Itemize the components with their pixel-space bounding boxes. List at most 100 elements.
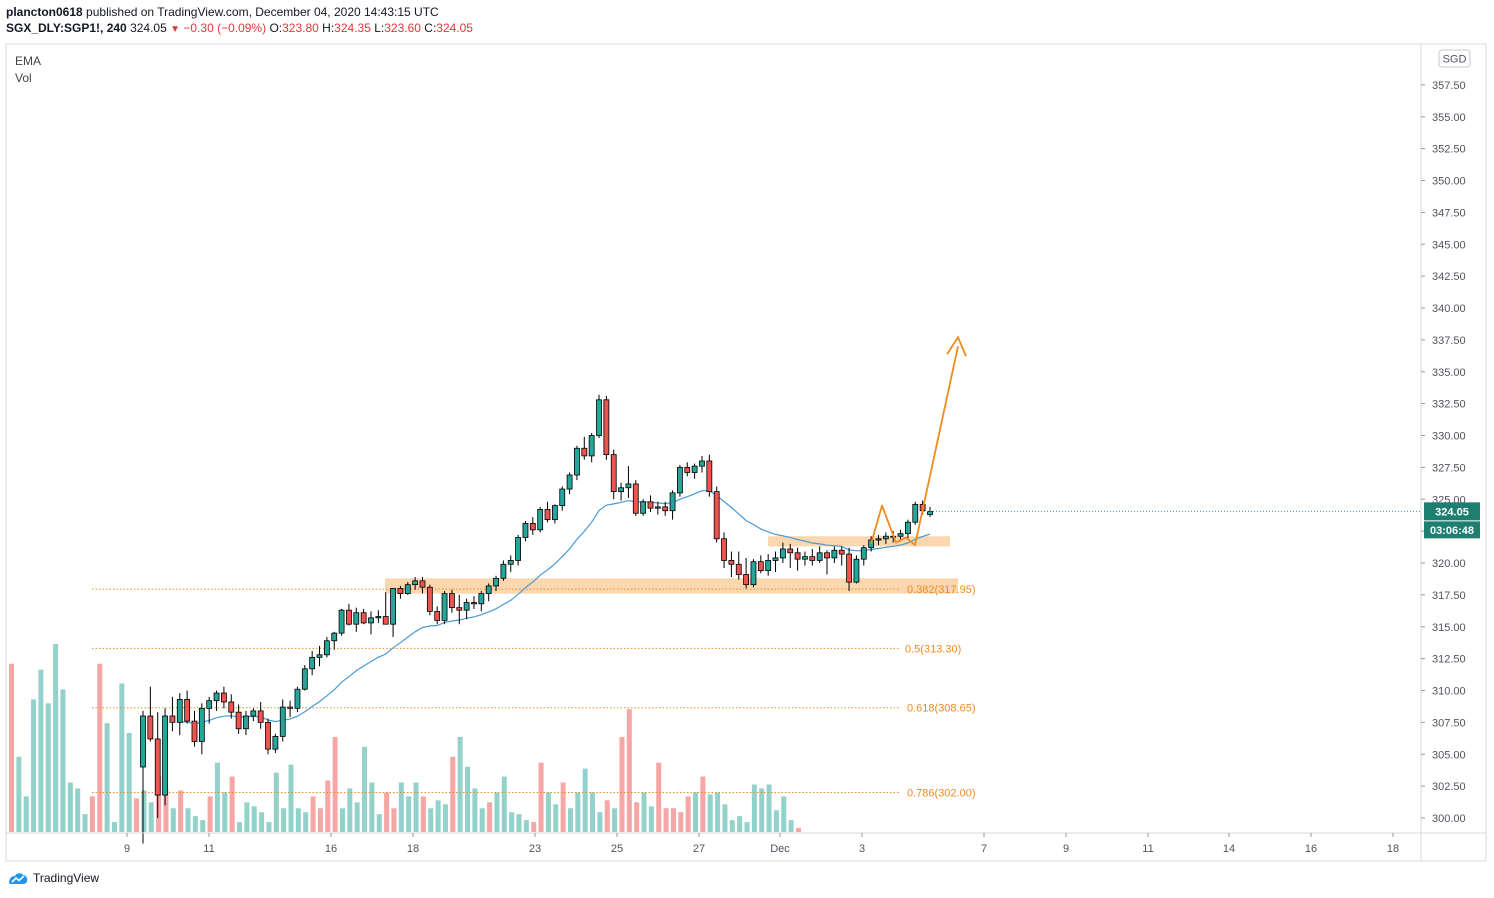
candle-body bbox=[544, 509, 551, 521]
candle-body bbox=[882, 535, 889, 540]
candle-body bbox=[279, 706, 286, 737]
candle-body bbox=[654, 506, 661, 509]
candle bbox=[721, 532, 727, 569]
volume-bar bbox=[376, 814, 382, 832]
volume-bar bbox=[744, 822, 750, 832]
volume-bar bbox=[45, 703, 51, 832]
candle-body bbox=[772, 557, 779, 561]
volume-bar bbox=[795, 828, 801, 832]
candle-body bbox=[471, 602, 477, 605]
volume-bar bbox=[590, 792, 596, 832]
author-name[interactable]: plancton0618 bbox=[6, 5, 83, 19]
candle-body bbox=[662, 506, 669, 512]
volume-bar bbox=[501, 776, 507, 832]
candle-body bbox=[221, 692, 227, 703]
publish-info: plancton0618 published on TradingView.co… bbox=[6, 4, 473, 20]
candle bbox=[647, 495, 654, 512]
volume-bar bbox=[567, 808, 573, 832]
candle-body bbox=[860, 547, 867, 560]
candle bbox=[184, 690, 191, 724]
volume-bar bbox=[656, 762, 662, 832]
candle bbox=[787, 543, 794, 569]
candle-body bbox=[250, 710, 257, 717]
volume-bar bbox=[163, 788, 169, 832]
candle bbox=[154, 712, 161, 818]
candle bbox=[463, 598, 470, 620]
volume-bar bbox=[465, 766, 471, 832]
volume-bar bbox=[560, 782, 566, 832]
candle bbox=[618, 482, 624, 501]
candle bbox=[544, 501, 551, 523]
volume-bar bbox=[685, 796, 691, 832]
candle bbox=[309, 650, 316, 676]
symbol-label[interactable]: SGX_DLY:SGP1!, 240 bbox=[6, 21, 127, 35]
candle bbox=[654, 501, 661, 515]
volume-bar bbox=[634, 802, 640, 832]
y-tick-label: 335.00 bbox=[1432, 367, 1466, 379]
volume-bar bbox=[678, 812, 684, 832]
volume-bar bbox=[38, 669, 44, 832]
candle bbox=[419, 577, 426, 594]
candle bbox=[559, 486, 566, 511]
volume-bar bbox=[766, 784, 772, 832]
candle-body bbox=[441, 593, 448, 621]
candle bbox=[750, 559, 757, 588]
x-tick-label: 16 bbox=[1305, 843, 1317, 855]
volume-bar bbox=[325, 780, 331, 832]
candle-body bbox=[625, 483, 632, 489]
candle bbox=[456, 594, 463, 625]
candle bbox=[213, 690, 220, 711]
candle-body bbox=[574, 447, 580, 476]
candle bbox=[927, 506, 933, 518]
open-label: O: bbox=[269, 21, 283, 35]
volume-bar bbox=[60, 689, 66, 832]
candle bbox=[500, 560, 507, 581]
candle-body bbox=[706, 460, 713, 493]
candle bbox=[875, 534, 882, 546]
candle bbox=[191, 710, 198, 747]
y-tick-label: 327.50 bbox=[1432, 462, 1466, 474]
low-value: 323.60 bbox=[384, 21, 421, 35]
candle bbox=[323, 636, 330, 658]
volume-bar bbox=[670, 808, 676, 832]
candle bbox=[860, 545, 867, 566]
candle bbox=[257, 701, 264, 729]
volume-bar bbox=[612, 808, 618, 832]
candle-body bbox=[632, 483, 639, 514]
candle bbox=[368, 611, 374, 635]
close-label: C: bbox=[424, 21, 437, 35]
candle bbox=[735, 551, 742, 580]
candle bbox=[831, 546, 838, 563]
candle-body bbox=[713, 491, 720, 540]
candle bbox=[147, 686, 154, 742]
ema-line bbox=[179, 490, 931, 725]
candle-body bbox=[669, 492, 676, 512]
indicator-vol[interactable]: Vol bbox=[15, 71, 32, 85]
indicator-ema[interactable]: EMA bbox=[15, 54, 42, 68]
y-tick-label: 350.00 bbox=[1432, 176, 1466, 188]
candle-body bbox=[434, 611, 441, 621]
fib-label: 0.618(308.65) bbox=[907, 703, 976, 715]
candle bbox=[375, 610, 382, 623]
ohlc-info: SGX_DLY:SGP1!, 240 324.05 ▼ −0.30 (−0.09… bbox=[6, 20, 473, 38]
volume-bar bbox=[759, 788, 765, 832]
chart-frame bbox=[5, 43, 1487, 862]
x-tick-label: 16 bbox=[325, 843, 337, 855]
volume-bar bbox=[104, 723, 110, 832]
candle bbox=[824, 550, 830, 575]
volume-bar bbox=[16, 756, 22, 832]
candle-body bbox=[794, 552, 801, 560]
candle bbox=[905, 519, 911, 539]
volume-bar bbox=[9, 663, 14, 832]
tradingview-logo[interactable]: TradingView bbox=[7, 871, 99, 885]
candle-body bbox=[360, 612, 367, 624]
candle-body bbox=[382, 616, 389, 625]
volume-bar bbox=[119, 683, 125, 832]
projection-arrow bbox=[870, 335, 967, 547]
candle bbox=[522, 520, 529, 542]
candle-body bbox=[500, 563, 507, 579]
volume-bar bbox=[281, 808, 287, 832]
chart-header: plancton0618 published on TradingView.co… bbox=[6, 4, 473, 38]
candle-body bbox=[691, 465, 698, 473]
